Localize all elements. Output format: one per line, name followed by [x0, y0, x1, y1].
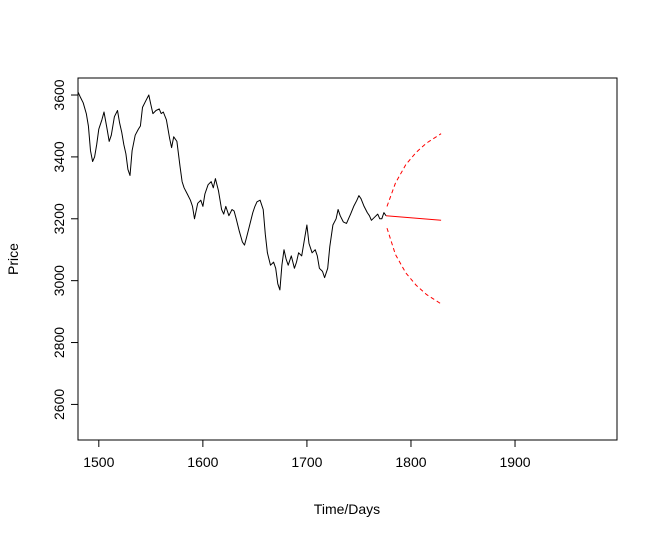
y-tick-label: 2800 [51, 327, 67, 358]
x-axis-title: Time/Days [314, 501, 380, 517]
x-tick-label: 1500 [83, 454, 114, 470]
y-tick-label: 3200 [51, 203, 67, 234]
upper-interval-line [386, 133, 442, 207]
plot-frame [77, 77, 618, 441]
y-tick-label: 2600 [51, 389, 67, 420]
x-tick-label: 1700 [291, 454, 322, 470]
lower-interval-line [386, 227, 442, 305]
x-axis: 1500 1600 1700 1800 1900 [83, 440, 531, 470]
y-tick-label: 3000 [51, 265, 67, 296]
y-axis: 2600 2800 3000 3200 3400 3600 [51, 79, 78, 420]
x-tick-label: 1900 [499, 454, 530, 470]
y-axis-title: Price [5, 243, 21, 275]
forecast-line [385, 215, 442, 221]
x-tick-label: 1600 [187, 454, 218, 470]
series-layer [77, 91, 442, 305]
observed-line [77, 91, 387, 291]
y-tick-label: 3400 [51, 141, 67, 172]
y-tick-label: 3600 [51, 79, 67, 110]
x-tick-label: 1800 [395, 454, 426, 470]
